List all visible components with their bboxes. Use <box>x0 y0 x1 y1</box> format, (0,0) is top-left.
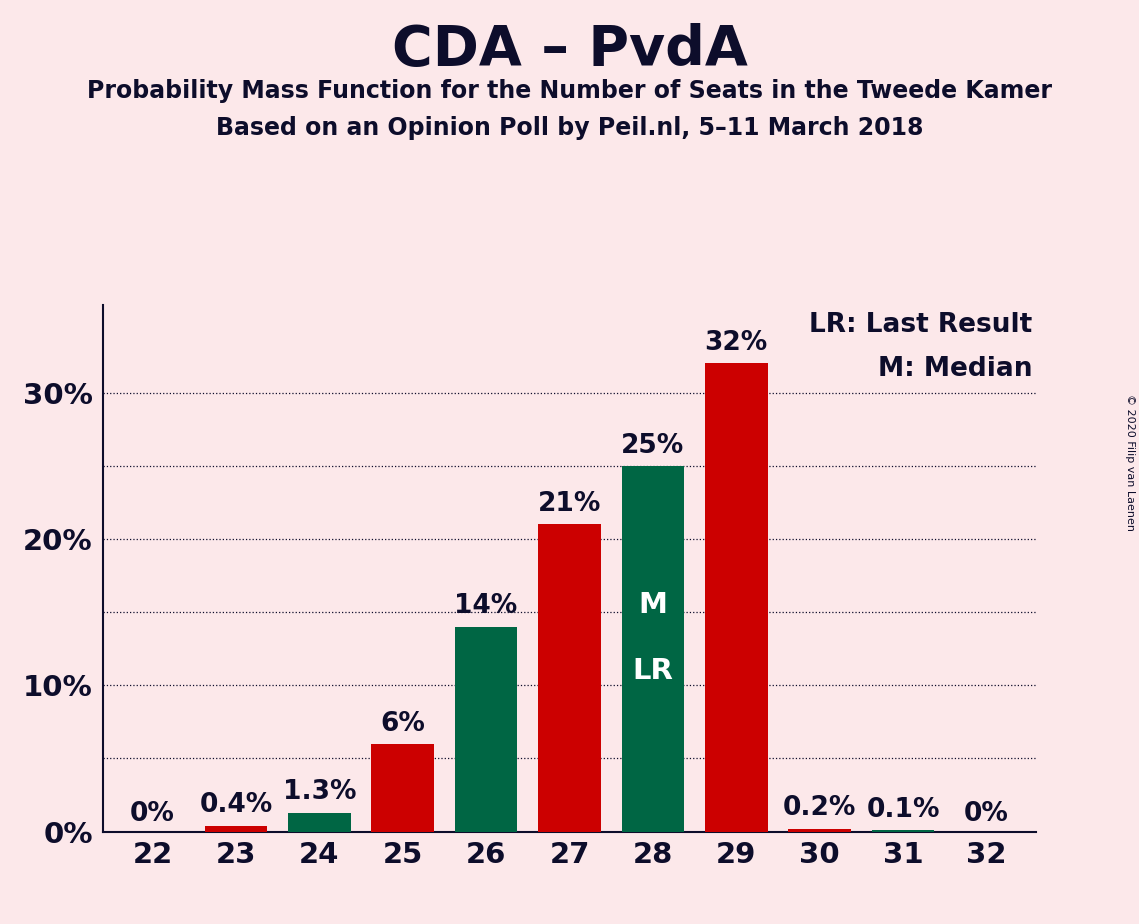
Text: 14%: 14% <box>454 593 518 619</box>
Text: 0%: 0% <box>130 801 175 827</box>
Text: 0.2%: 0.2% <box>782 796 857 821</box>
Text: © 2020 Filip van Laenen: © 2020 Filip van Laenen <box>1125 394 1134 530</box>
Text: Probability Mass Function for the Number of Seats in the Tweede Kamer: Probability Mass Function for the Number… <box>87 79 1052 103</box>
Bar <box>871 830 934 832</box>
Text: M: M <box>638 590 667 619</box>
Bar <box>788 829 851 832</box>
Bar <box>705 363 768 832</box>
Bar <box>371 744 434 832</box>
Text: 1.3%: 1.3% <box>282 779 357 805</box>
Text: 25%: 25% <box>621 432 685 458</box>
Bar <box>288 812 351 832</box>
Text: Based on an Opinion Poll by Peil.nl, 5–11 March 2018: Based on an Opinion Poll by Peil.nl, 5–1… <box>215 116 924 140</box>
Text: CDA – PvdA: CDA – PvdA <box>392 23 747 77</box>
Text: LR: Last Result: LR: Last Result <box>809 312 1032 338</box>
Bar <box>205 826 268 832</box>
Text: M: Median: M: Median <box>878 356 1032 383</box>
Text: 21%: 21% <box>538 491 601 517</box>
Text: 0.1%: 0.1% <box>867 796 940 822</box>
Text: 6%: 6% <box>380 711 425 736</box>
Bar <box>622 466 685 832</box>
Bar <box>539 525 600 832</box>
Text: 0.4%: 0.4% <box>199 793 272 819</box>
Bar <box>454 626 517 832</box>
Text: 0%: 0% <box>964 801 1009 827</box>
Text: LR: LR <box>632 657 673 685</box>
Text: 32%: 32% <box>705 330 768 356</box>
